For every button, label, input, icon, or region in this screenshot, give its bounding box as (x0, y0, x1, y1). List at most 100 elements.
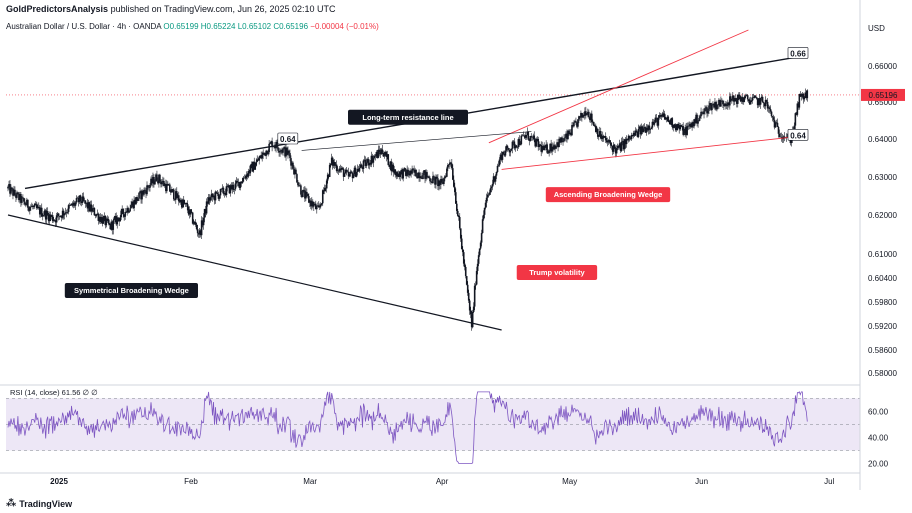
candle (383, 151, 386, 159)
rsi-tick-label: 60.00 (868, 407, 889, 416)
candle (544, 144, 546, 151)
candle-body (790, 139, 793, 144)
candle-body (152, 176, 154, 184)
candle-body (493, 176, 496, 182)
candle-body (754, 95, 757, 98)
candle (253, 157, 256, 170)
candle-body (654, 117, 657, 123)
candle-body (15, 194, 17, 198)
candle-body (567, 130, 569, 139)
candle (650, 126, 653, 130)
candle (16, 190, 18, 200)
candle-body (236, 180, 239, 183)
candle-body (800, 95, 803, 97)
candle-body (150, 178, 152, 185)
candle-body (779, 136, 782, 138)
candle (797, 101, 800, 110)
candle (772, 114, 775, 123)
candle (630, 132, 633, 141)
candle-body (777, 127, 780, 134)
candle (360, 163, 363, 169)
candle-body (352, 174, 355, 179)
candle-body (713, 103, 715, 108)
candle-body (20, 194, 22, 203)
candle-body (135, 196, 137, 204)
candle-body (244, 177, 247, 179)
candle-body (528, 139, 531, 141)
candle (503, 150, 506, 157)
candle-body (246, 174, 249, 177)
candle (68, 202, 71, 209)
candle (521, 134, 524, 137)
candle-body (650, 127, 653, 130)
time-tick-label: Jul (824, 477, 834, 486)
candle (256, 155, 259, 163)
candle-body (593, 122, 595, 126)
candle-body (182, 199, 185, 204)
candle (358, 163, 361, 173)
candle-body (658, 115, 661, 118)
candle (387, 153, 390, 166)
candle (756, 97, 759, 109)
candle (751, 94, 754, 104)
candle (667, 115, 670, 123)
candle-body (294, 169, 296, 175)
candle (562, 138, 564, 146)
candle (585, 106, 587, 119)
candle-body (336, 170, 339, 172)
candle (353, 165, 356, 177)
candle-body (133, 199, 135, 209)
candle-body (131, 201, 133, 206)
candle (72, 199, 75, 209)
candle (362, 159, 365, 174)
candle-body (507, 148, 510, 150)
candle-body (447, 165, 449, 169)
candle (487, 192, 490, 198)
candle (40, 203, 43, 217)
candle-body (477, 255, 480, 264)
candle-body (721, 100, 723, 102)
candle-body (504, 150, 507, 156)
candle-body (483, 207, 486, 215)
candle (684, 124, 686, 137)
candle-body (371, 155, 374, 163)
candle (299, 182, 301, 187)
candle (602, 134, 605, 142)
candle-body (25, 204, 27, 206)
candle (329, 163, 332, 168)
candle (355, 171, 358, 178)
price-tick-label: 0.58000 (868, 369, 897, 378)
candle-body (626, 138, 629, 141)
candle (405, 168, 407, 179)
candle-body (553, 145, 555, 150)
candle-body (600, 138, 603, 140)
candle (297, 179, 299, 188)
candle-body (116, 217, 119, 225)
candle-body (479, 242, 482, 249)
level-label: 0.66 (790, 49, 806, 58)
candle-body (667, 116, 670, 122)
candle (743, 94, 746, 103)
candle (201, 217, 204, 228)
candle (766, 98, 769, 112)
candle (224, 188, 227, 197)
candle-body (684, 127, 686, 134)
candle-body (349, 171, 352, 174)
candle (180, 198, 183, 209)
candle (190, 208, 193, 215)
candle (164, 182, 166, 189)
candle (319, 202, 322, 209)
candle-body (392, 164, 395, 173)
candle (202, 213, 205, 230)
candle-body (335, 164, 338, 171)
candle (411, 165, 413, 175)
candle (742, 97, 745, 105)
candle-body (203, 208, 206, 218)
candle (419, 172, 421, 182)
candle (343, 172, 346, 177)
candle (205, 198, 208, 216)
candle-body (394, 169, 397, 176)
candle-body (181, 199, 184, 208)
candle (778, 129, 781, 138)
